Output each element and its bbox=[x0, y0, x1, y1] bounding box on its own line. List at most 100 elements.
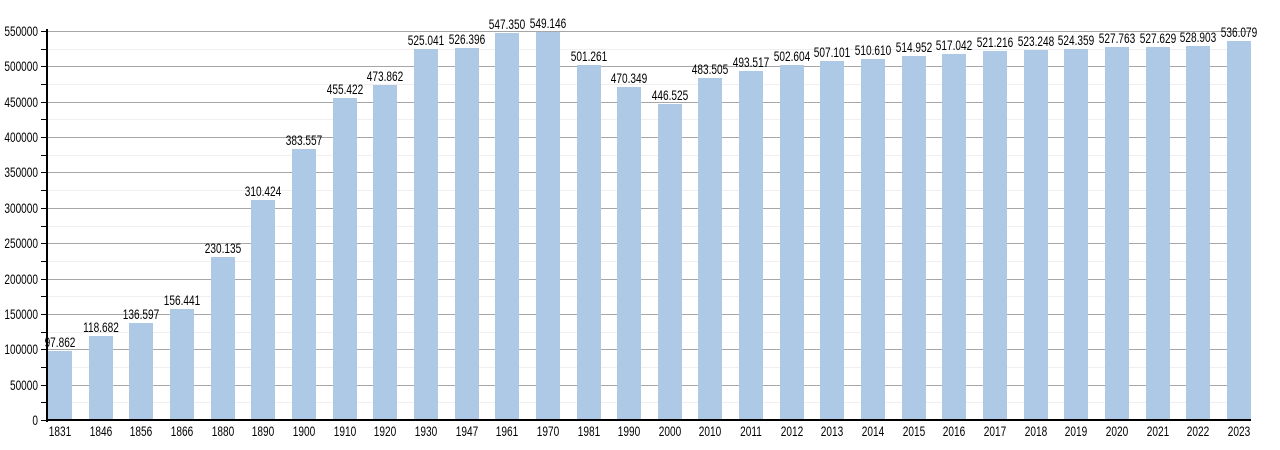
minor-gridline bbox=[48, 190, 1251, 191]
y-axis-tick-label: 250000 bbox=[4, 235, 38, 251]
bar-2019 bbox=[1064, 49, 1088, 420]
major-gridline bbox=[48, 243, 1251, 244]
bar-value-label: 527.629 bbox=[1139, 30, 1177, 46]
bar-1910 bbox=[333, 98, 357, 420]
x-axis-tick-label: 2022 bbox=[1186, 423, 1210, 439]
bar-value-label: 524.359 bbox=[1057, 32, 1095, 48]
y-axis-line bbox=[46, 29, 48, 422]
x-axis-tick-label: 1831 bbox=[48, 423, 72, 439]
y-axis-tick bbox=[41, 172, 46, 173]
x-axis-tick-label: 1970 bbox=[536, 423, 560, 439]
y-axis-tick bbox=[41, 243, 46, 244]
bar-1970 bbox=[536, 32, 560, 420]
major-gridline bbox=[48, 314, 1251, 315]
major-gridline bbox=[48, 172, 1251, 173]
bar-2011 bbox=[739, 71, 763, 420]
bar-1880 bbox=[211, 257, 235, 420]
x-axis-tick-label: 1947 bbox=[455, 423, 479, 439]
major-gridline bbox=[48, 102, 1251, 103]
x-axis-tick-label: 2016 bbox=[942, 423, 966, 439]
bar-value-label: 483.505 bbox=[691, 61, 729, 77]
bar-value-label: 446.525 bbox=[651, 87, 689, 103]
bar-value-label: 525.041 bbox=[407, 32, 445, 48]
x-axis-tick-label: 1961 bbox=[495, 423, 519, 439]
y-axis-tick bbox=[41, 119, 46, 120]
y-axis-tick-label: 550000 bbox=[4, 23, 38, 39]
y-axis-tick-label: 0 bbox=[32, 412, 38, 428]
minor-gridline bbox=[48, 332, 1251, 333]
bar-2016 bbox=[942, 54, 966, 420]
x-axis-tick-label: 1990 bbox=[617, 423, 641, 439]
bar-1961 bbox=[495, 33, 519, 420]
bar-value-label: 510.610 bbox=[854, 42, 892, 58]
y-axis-tick-label: 200000 bbox=[4, 271, 38, 287]
minor-gridline bbox=[48, 119, 1251, 120]
bar-value-label: 118.682 bbox=[83, 319, 119, 335]
x-axis-tick-label: 2017 bbox=[983, 423, 1007, 439]
y-axis-tick-label: 300000 bbox=[4, 200, 38, 216]
bar-value-label: 502.604 bbox=[773, 48, 811, 64]
y-axis-tick-label: 500000 bbox=[4, 58, 38, 74]
x-axis-tick-label: 1930 bbox=[414, 423, 438, 439]
x-axis-tick-label: 2012 bbox=[780, 423, 804, 439]
y-axis-tick bbox=[41, 402, 46, 403]
x-axis-tick-label: 2018 bbox=[1024, 423, 1048, 439]
minor-gridline bbox=[48, 261, 1251, 262]
y-axis-tick bbox=[41, 367, 46, 368]
y-axis-tick-label: 400000 bbox=[4, 129, 38, 145]
y-axis-tick-label: 150000 bbox=[4, 306, 38, 322]
bar-value-label: 383.557 bbox=[285, 132, 323, 148]
minor-gridline bbox=[48, 296, 1251, 297]
y-axis-tick bbox=[41, 226, 46, 227]
y-axis-tick bbox=[41, 385, 46, 386]
x-axis-tick-label: 1920 bbox=[373, 423, 397, 439]
bar-value-label: 493.517 bbox=[732, 54, 770, 70]
bar-2020 bbox=[1105, 47, 1129, 420]
bar-2000 bbox=[658, 104, 682, 420]
major-gridline bbox=[48, 66, 1251, 67]
y-axis-tick bbox=[41, 190, 46, 191]
x-axis-tick-label: 1981 bbox=[577, 423, 601, 439]
y-axis-tick-label: 50000 bbox=[9, 377, 38, 393]
bar-1920 bbox=[373, 85, 397, 420]
y-axis-tick bbox=[41, 296, 46, 297]
bar-2022 bbox=[1186, 46, 1210, 420]
bar-value-label: 501.261 bbox=[570, 48, 608, 64]
bar-value-label: 527.763 bbox=[1098, 30, 1136, 46]
x-axis-tick-label: 1866 bbox=[170, 423, 194, 439]
y-axis-tick bbox=[41, 155, 46, 156]
x-axis-tick-label: 1900 bbox=[292, 423, 316, 439]
bar-2023 bbox=[1227, 41, 1251, 420]
bar-1846 bbox=[89, 336, 113, 420]
bar-value-label: 507.101 bbox=[813, 44, 851, 60]
bar-2010 bbox=[698, 78, 722, 420]
bar-2012 bbox=[780, 65, 804, 420]
bar-1890 bbox=[251, 200, 275, 420]
bar-1981 bbox=[577, 65, 601, 420]
bar-value-label: 156.441 bbox=[163, 292, 201, 308]
x-axis-tick-label: 2010 bbox=[698, 423, 722, 439]
bar-value-label: 470.349 bbox=[610, 70, 648, 86]
y-axis-tick bbox=[41, 84, 46, 85]
bar-2013 bbox=[820, 61, 844, 420]
bar-value-label: 473.862 bbox=[366, 68, 404, 84]
bar-value-label: 521.216 bbox=[976, 34, 1014, 50]
bar-value-label: 526.396 bbox=[448, 31, 486, 47]
minor-gridline bbox=[48, 367, 1251, 368]
x-axis-tick-label: 1846 bbox=[89, 423, 113, 439]
y-axis-tick bbox=[41, 49, 46, 50]
y-axis-tick bbox=[41, 137, 46, 138]
bar-value-label: 514.952 bbox=[895, 39, 933, 55]
minor-gridline bbox=[48, 84, 1251, 85]
y-axis-tick-label: 100000 bbox=[4, 341, 38, 357]
y-axis-tick bbox=[41, 261, 46, 262]
bar-value-label: 97.862 bbox=[44, 334, 76, 350]
x-axis-tick-label: 1890 bbox=[251, 423, 275, 439]
bar-1990 bbox=[617, 87, 641, 420]
x-axis-tick-label: 2014 bbox=[861, 423, 885, 439]
bar-value-label: 528.903 bbox=[1179, 29, 1217, 45]
bar-1831 bbox=[48, 351, 72, 420]
bar-1900 bbox=[292, 149, 316, 420]
major-gridline bbox=[48, 31, 1251, 32]
